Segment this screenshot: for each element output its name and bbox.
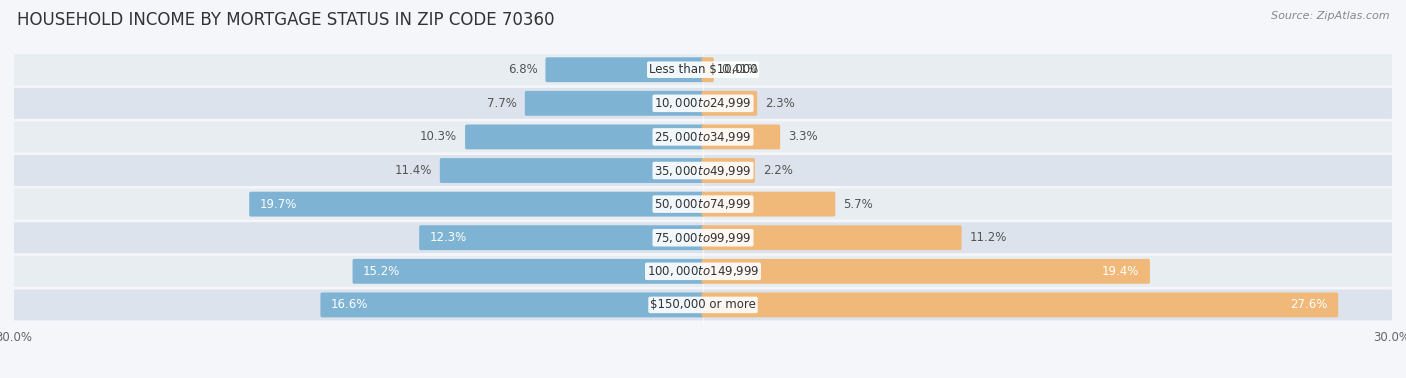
FancyBboxPatch shape: [702, 259, 1150, 284]
Text: 15.2%: 15.2%: [363, 265, 401, 278]
Text: HOUSEHOLD INCOME BY MORTGAGE STATUS IN ZIP CODE 70360: HOUSEHOLD INCOME BY MORTGAGE STATUS IN Z…: [17, 11, 554, 29]
FancyBboxPatch shape: [702, 158, 755, 183]
Text: 19.4%: 19.4%: [1102, 265, 1139, 278]
FancyBboxPatch shape: [14, 189, 1392, 220]
FancyBboxPatch shape: [465, 124, 704, 149]
Text: $10,000 to $24,999: $10,000 to $24,999: [654, 96, 752, 110]
FancyBboxPatch shape: [353, 259, 704, 284]
Text: $150,000 or more: $150,000 or more: [650, 298, 756, 311]
Text: 5.7%: 5.7%: [844, 198, 873, 211]
Text: $35,000 to $49,999: $35,000 to $49,999: [654, 164, 752, 178]
FancyBboxPatch shape: [702, 124, 780, 149]
Text: 19.7%: 19.7%: [260, 198, 297, 211]
Text: Less than $10,000: Less than $10,000: [648, 63, 758, 76]
Text: 11.2%: 11.2%: [969, 231, 1007, 244]
FancyBboxPatch shape: [546, 57, 704, 82]
FancyBboxPatch shape: [524, 91, 704, 116]
Text: $50,000 to $74,999: $50,000 to $74,999: [654, 197, 752, 211]
Legend: Without Mortgage, With Mortgage: Without Mortgage, With Mortgage: [581, 373, 825, 378]
FancyBboxPatch shape: [702, 57, 714, 82]
Text: $25,000 to $34,999: $25,000 to $34,999: [654, 130, 752, 144]
FancyBboxPatch shape: [14, 256, 1392, 287]
Text: 27.6%: 27.6%: [1291, 298, 1327, 311]
FancyBboxPatch shape: [14, 222, 1392, 253]
Text: 10.3%: 10.3%: [420, 130, 457, 143]
FancyBboxPatch shape: [440, 158, 704, 183]
FancyBboxPatch shape: [702, 293, 1339, 318]
FancyBboxPatch shape: [14, 54, 1392, 85]
FancyBboxPatch shape: [321, 293, 704, 318]
Text: 0.41%: 0.41%: [721, 63, 759, 76]
Text: 6.8%: 6.8%: [508, 63, 537, 76]
Text: 3.3%: 3.3%: [787, 130, 818, 143]
Text: 2.3%: 2.3%: [765, 97, 794, 110]
FancyBboxPatch shape: [14, 121, 1392, 152]
Text: 11.4%: 11.4%: [395, 164, 432, 177]
FancyBboxPatch shape: [14, 290, 1392, 321]
FancyBboxPatch shape: [14, 155, 1392, 186]
Text: Source: ZipAtlas.com: Source: ZipAtlas.com: [1271, 11, 1389, 21]
FancyBboxPatch shape: [702, 225, 962, 250]
Text: 12.3%: 12.3%: [430, 231, 467, 244]
FancyBboxPatch shape: [702, 192, 835, 217]
FancyBboxPatch shape: [702, 91, 758, 116]
Text: 7.7%: 7.7%: [486, 97, 517, 110]
FancyBboxPatch shape: [419, 225, 704, 250]
Text: $100,000 to $149,999: $100,000 to $149,999: [647, 264, 759, 278]
Text: 16.6%: 16.6%: [330, 298, 368, 311]
FancyBboxPatch shape: [249, 192, 704, 217]
Text: 2.2%: 2.2%: [762, 164, 793, 177]
FancyBboxPatch shape: [14, 88, 1392, 119]
Text: $75,000 to $99,999: $75,000 to $99,999: [654, 231, 752, 245]
